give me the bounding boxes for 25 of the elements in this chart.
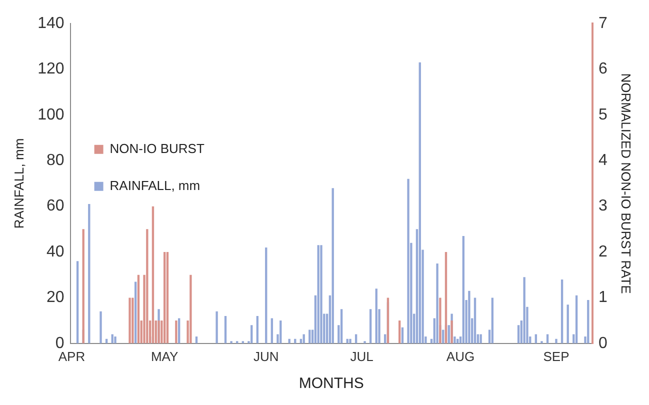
y-tick-label: 100 [38, 106, 64, 124]
y-tick-label: 40 [46, 243, 64, 260]
x-tick-label: SEP [543, 348, 570, 364]
y-tick-label: 20 [46, 289, 64, 306]
y-tick-label: 60 [46, 198, 64, 215]
x-axis-title: MONTHS [298, 375, 364, 392]
y2-tick-label: 3 [598, 198, 608, 215]
x-tick-label: JUN [253, 348, 279, 364]
y-tick-label: 80 [46, 152, 64, 170]
x-tick-label: MAY [150, 348, 179, 364]
legend-label: RAINFALL, mm [110, 178, 200, 193]
y2-tick-label: 2 [598, 243, 608, 260]
x-tick-label: JUL [350, 348, 374, 364]
y2-tick-label: 5 [598, 106, 608, 124]
y2-tick-label: 4 [598, 152, 608, 170]
y2-tick-label: 0 [598, 334, 608, 352]
y2-axis-title: NORMALIZED NON-IO BURST RATE [618, 73, 634, 294]
y-tick-label: 120 [38, 60, 64, 78]
y2-tick-label: 1 [598, 289, 608, 306]
y2-tick-label: 7 [598, 15, 608, 32]
y-axis-title: RAINFALL, mm [11, 138, 26, 229]
x-tick-label: AUG [446, 348, 475, 364]
y2-tick-label: 6 [598, 60, 608, 78]
legend-label: NON-IO BURST [110, 140, 204, 156]
y-tick-label: 140 [38, 15, 64, 32]
